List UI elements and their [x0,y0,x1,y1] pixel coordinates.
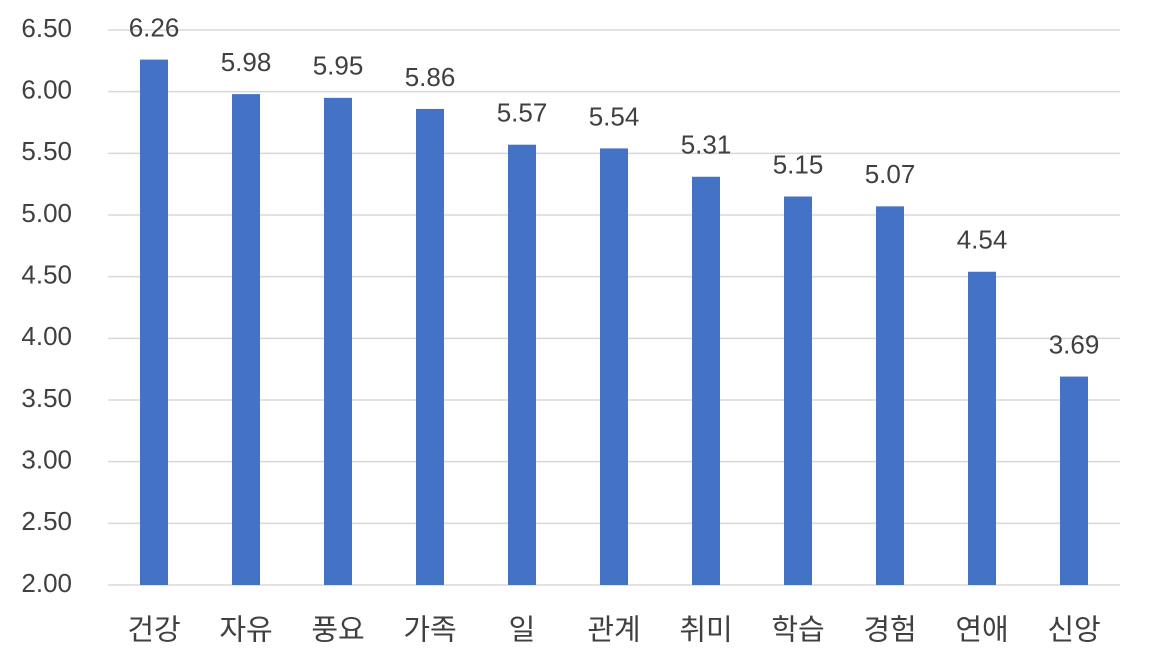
bar [232,94,260,585]
value-label: 5.15 [773,149,824,179]
y-tick-label: 3.50 [21,383,72,413]
bar [600,148,628,585]
value-label: 6.26 [129,12,180,42]
x-tick-label: 가족 [403,615,456,647]
value-label: 5.54 [589,101,640,131]
x-tick-label: 자유 [219,615,272,647]
value-label: 4.54 [957,225,1008,255]
x-tick-label: 취미 [679,615,732,647]
bar [692,176,720,585]
y-tick-label: 3.00 [21,445,72,475]
bar [140,59,168,586]
value-label: 5.31 [681,130,732,160]
x-tick-label: 일 [509,615,536,647]
value-label: 5.86 [405,62,456,92]
y-tick-label: 2.00 [21,568,72,598]
value-label: 5.98 [221,47,272,77]
bar [876,206,904,585]
value-label: 5.57 [497,98,548,128]
value-label: 5.95 [313,51,364,81]
bar [968,271,996,585]
x-tick-label: 학습 [771,614,824,647]
x-tick-label: 신앙 [1047,615,1100,647]
y-tick-label: 6.50 [21,13,72,43]
y-tick-label: 5.00 [21,198,72,228]
y-tick-label: 4.50 [21,260,72,290]
x-tick-label: 경험 [863,615,916,647]
bar [1060,376,1088,585]
bar [784,196,812,585]
x-tick-label: 관계 [587,615,640,647]
bar [416,108,444,585]
x-tick-label: 풍요 [311,615,364,647]
y-tick-label: 4.00 [21,321,72,351]
y-tick-label: 5.50 [21,136,72,166]
x-tick-label: 건강 [127,615,180,647]
y-tick-label: 2.50 [21,506,72,536]
bar [508,144,536,585]
x-tick-label: 연애 [955,615,1008,647]
value-label: 5.07 [865,159,916,189]
bar [324,97,352,585]
value-label: 3.69 [1049,329,1100,359]
y-tick-label: 6.00 [21,75,72,105]
